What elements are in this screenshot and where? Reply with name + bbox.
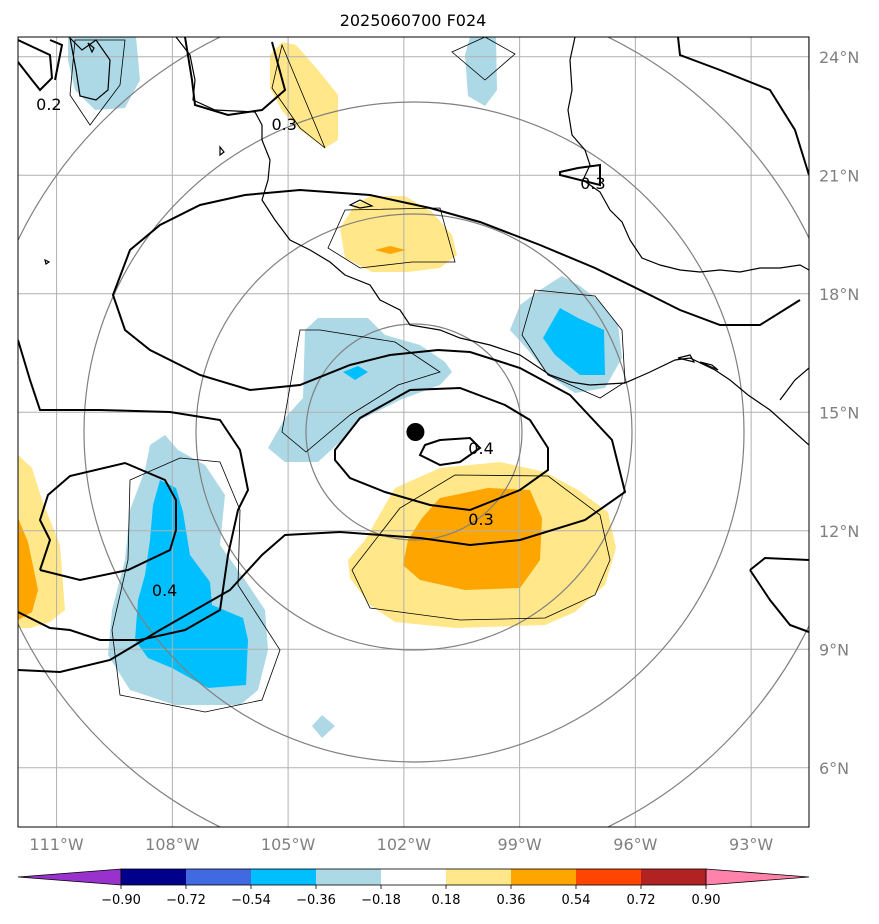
colorbar-swatch [121,869,186,885]
contour-label: 0.3 [580,174,605,193]
range-ring-middle [195,213,633,651]
colorbar-extend-high [705,868,810,886]
colorbar-swatch [511,869,576,885]
lon-label: 96°W [613,835,657,854]
strong-negative-anomaly-shading [135,308,605,688]
colorbar-label: 0.36 [497,893,526,908]
graticule [18,37,809,827]
colorbar-swatch [316,869,381,885]
lat-label: 18°N [819,285,859,304]
contour-label: 0.3 [468,510,493,529]
map-frame [17,36,810,828]
contour-label: 0.4 [468,439,493,458]
lon-label: 108°W [145,835,200,854]
contour-label: 0.3 [272,115,297,134]
colorbar-swatch [381,869,446,885]
contour-labels: 0.2 0.3 0.3 0.4 0.3 0.4 [36,95,606,600]
thin-contours [69,37,626,713]
colorbar-swatch [446,869,511,885]
colorbar-label: −0.90 [101,893,141,908]
coastline [44,37,809,446]
latitude-labels: 6°N 9°N 12°N 15°N 18°N 21°N 24°N [819,48,859,778]
lat-label: 12°N [819,522,859,541]
contour-label: 0.2 [36,95,61,114]
lon-label: 99°W [498,835,542,854]
colorbar-frame [120,868,707,886]
range-rings [18,37,809,827]
contour-label: 0.4 [152,581,177,600]
colorbar-label: −0.18 [361,893,401,908]
lon-label: 105°W [261,835,316,854]
strong-positive-anomaly-shading [18,246,542,620]
colorbar-swatch [576,869,641,885]
colorbar-label: −0.36 [296,893,336,908]
colorbar-label: 0.72 [627,893,656,908]
map-panel: 0.2 0.3 0.3 0.4 0.3 0.4 [17,36,810,828]
lat-label: 15°N [819,403,859,422]
range-ring-inner [305,323,523,541]
colorbar-label: −0.72 [166,893,206,908]
lat-label: 24°N [819,48,859,67]
colorbar-swatch [251,869,316,885]
plot-title: 2025060700 F024 [340,11,487,30]
storm-center-marker [406,423,425,441]
colorbar-label: 0.18 [432,893,461,908]
colorbar-swatch [641,869,706,885]
colorbar: −0.90 −0.72 −0.54 −0.36 −0.18 0.18 0.36 0.54 0.7… [17,868,810,908]
lon-label: 111°W [29,835,84,854]
colorbar-label: −0.54 [231,893,271,908]
lat-label: 9°N [819,640,849,659]
lon-label: 102°W [377,835,432,854]
lat-label: 6°N [819,759,849,778]
lon-label: 93°W [729,835,773,854]
colorbar-label: 0.90 [692,893,721,908]
colorbar-label: 0.54 [562,893,591,908]
lat-label: 21°N [819,166,859,185]
colorbar-swatch [186,869,251,885]
range-ring-outer [83,101,745,763]
longitude-labels: 111°W 108°W 105°W 102°W 99°W 96°W 93°W [29,835,773,854]
colorbar-extend-low [17,868,122,886]
map-content: 0.2 0.3 0.3 0.4 0.3 0.4 [18,37,809,827]
thick-contours [18,37,809,674]
